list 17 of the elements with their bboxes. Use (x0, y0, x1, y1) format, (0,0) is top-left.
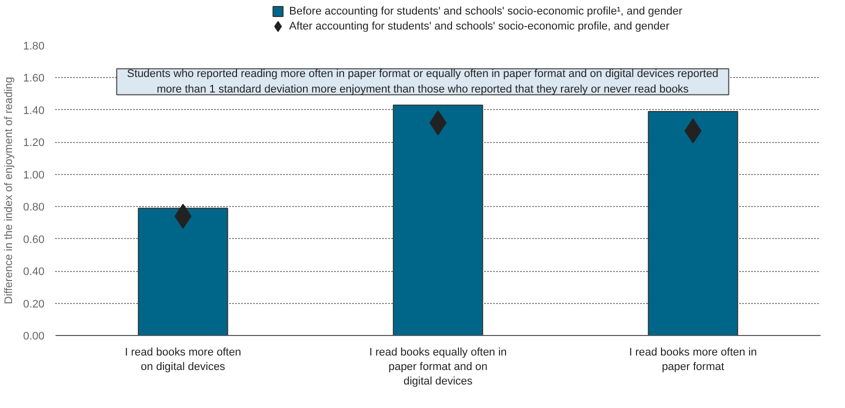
y-tick-label: 1.80 (23, 40, 45, 52)
y-tick-label: 1.40 (23, 104, 45, 117)
x-tick-label: I read books more often in paper format (629, 346, 757, 373)
y-tick-label: 1.60 (23, 72, 45, 85)
y-tick-label: 1.20 (23, 137, 45, 150)
y-axis-title: Difference in the index of enjoyment of reading (3, 76, 16, 304)
y-tick-label: 0.00 (23, 330, 45, 342)
legend-label: Before accounting for students' and schools' socio-economic profile¹, and gender (289, 6, 683, 18)
x-tick-label: I read books equally often in paper format and on digital devices (369, 346, 507, 388)
annotation: Students who reported reading more often in paper format or equally often in paper format and on digital devices reported more than 1 standard deviation more enjoyment than those who reported that they rarely or never read books (127, 68, 718, 96)
y-tick-label: 0.40 (23, 266, 45, 278)
y-tick-label: 1.00 (23, 169, 45, 182)
y-tick-label: 0.80 (23, 202, 45, 214)
x-tick-label: I read books more often on digital devices (124, 346, 242, 373)
y-tick-label: 0.20 (23, 298, 45, 310)
y-tick-label: 0.60 (23, 234, 45, 246)
legend-label: After accounting for students' and schools' socio-economic profile, and gender (289, 20, 670, 32)
